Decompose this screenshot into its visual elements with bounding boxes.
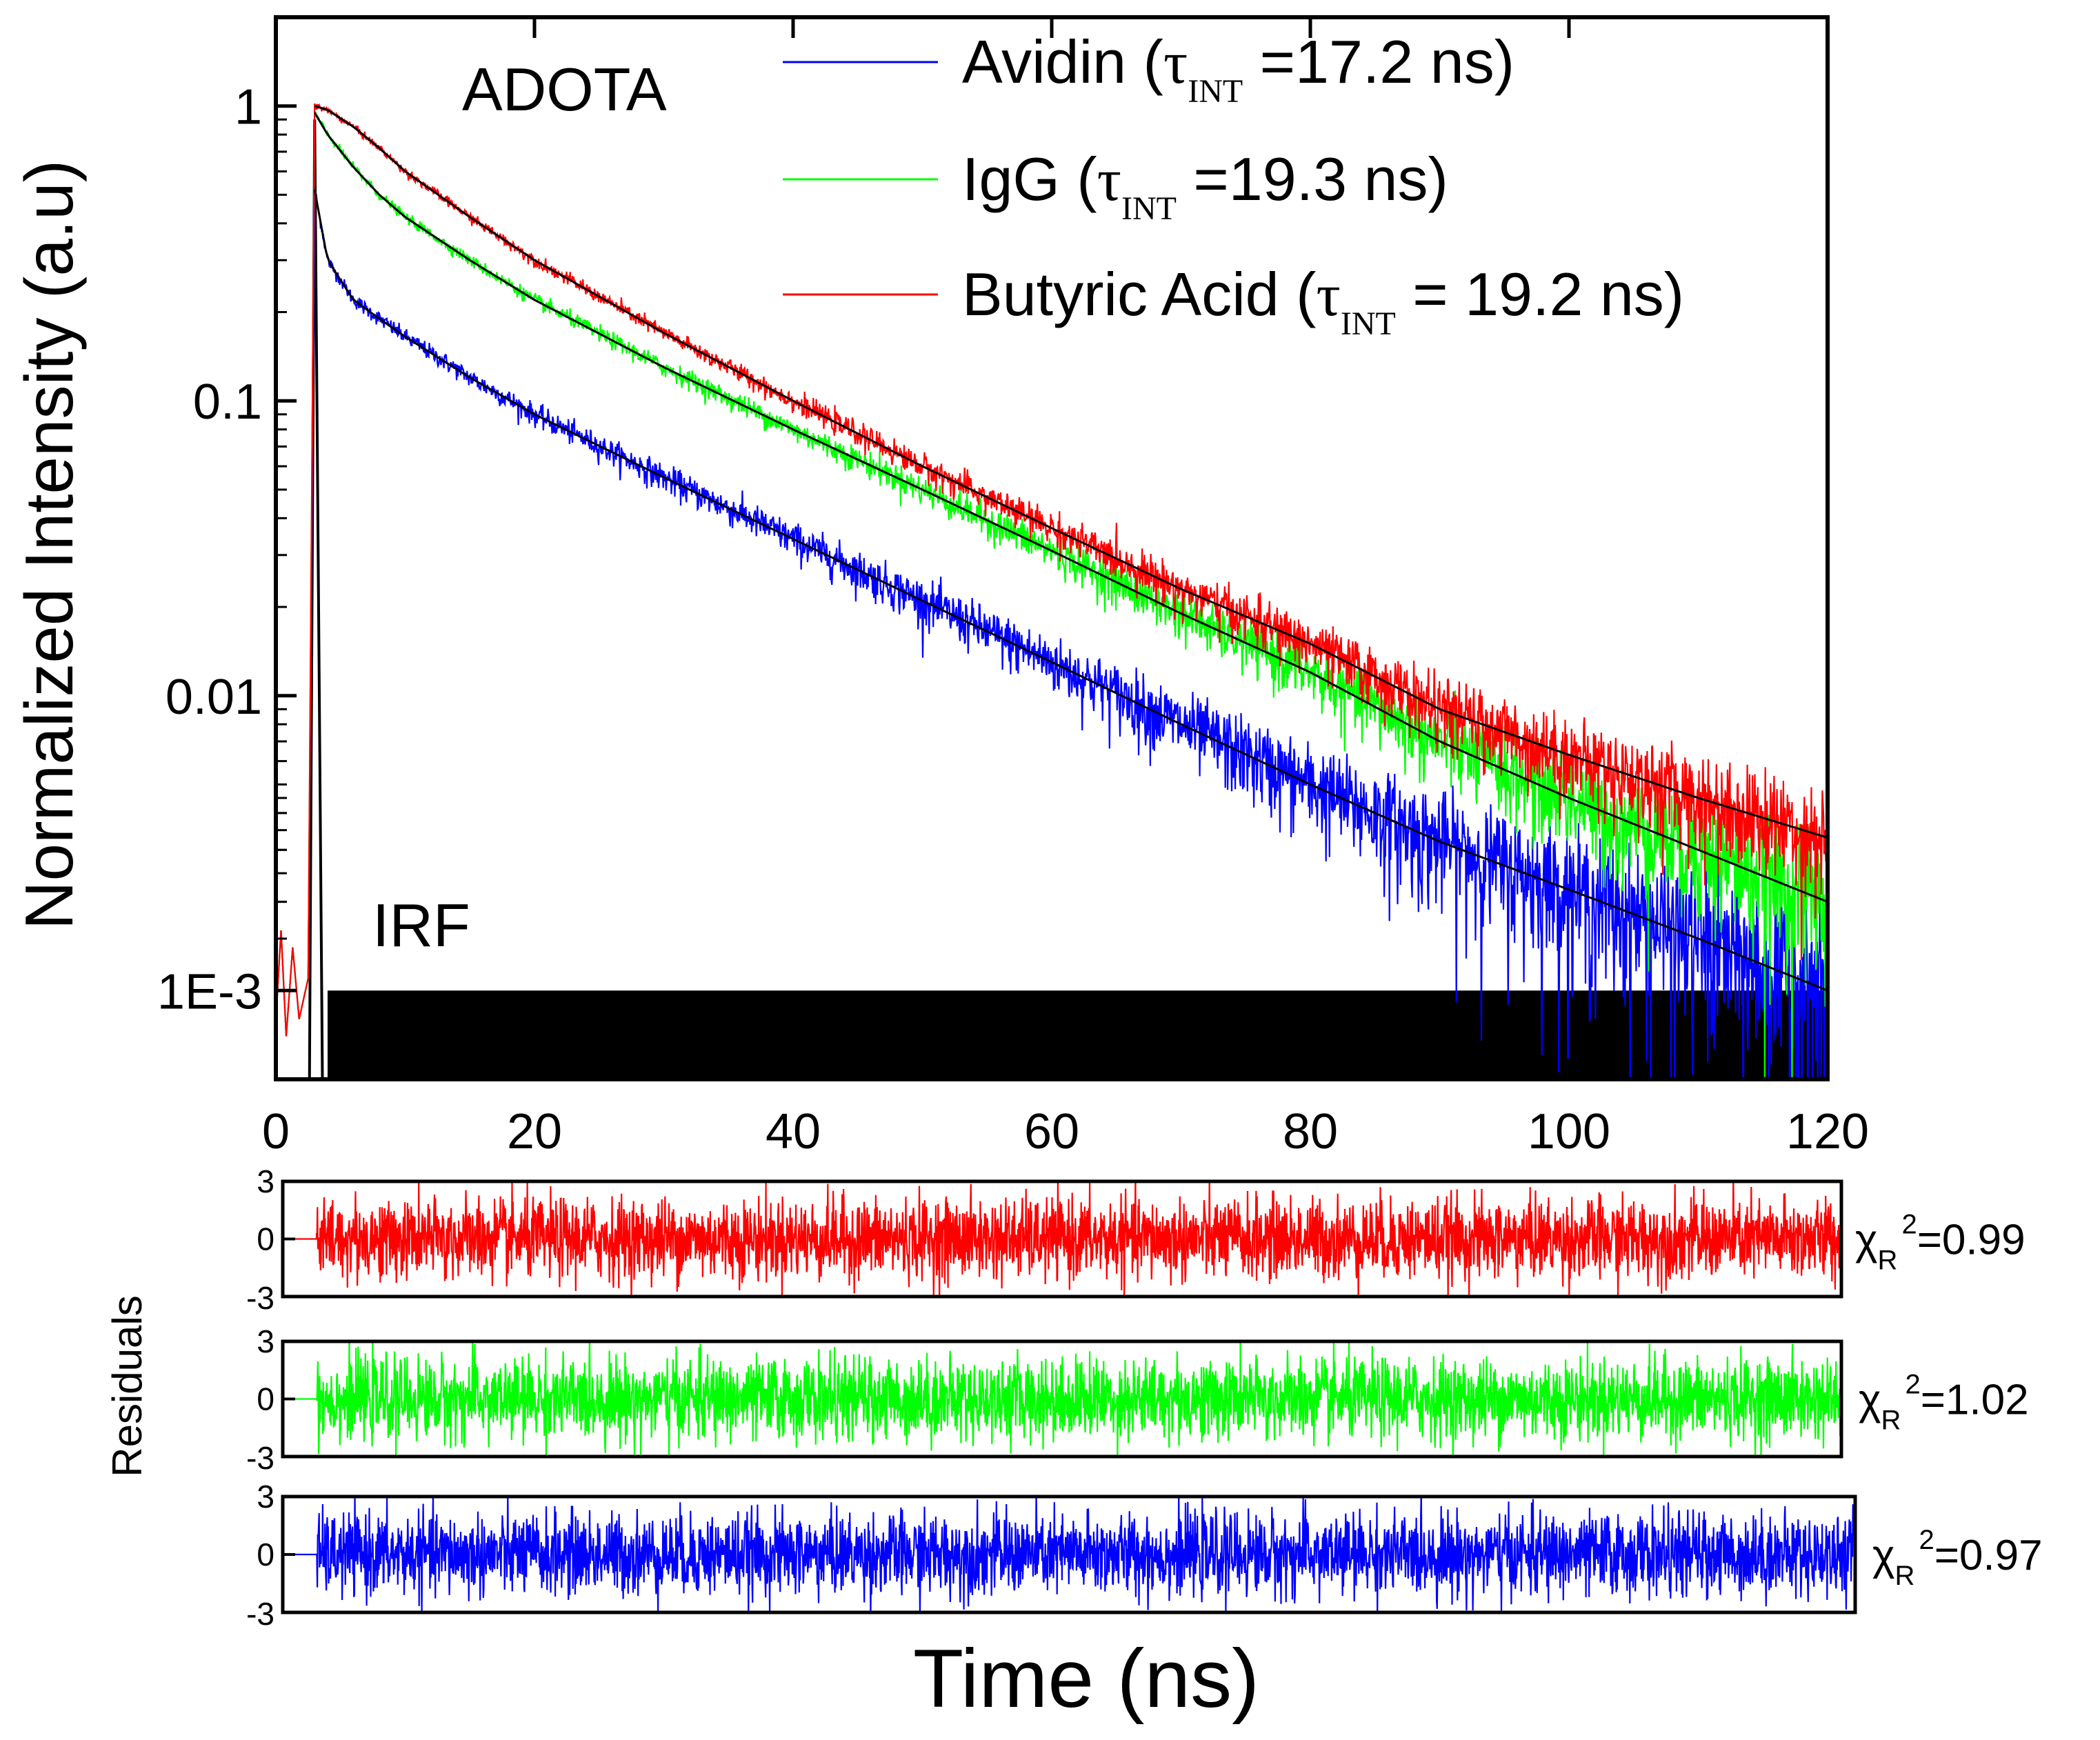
y-tick-label: 0.1	[193, 374, 262, 430]
legend-label-butyric: Butyric Acid (τINT = 19.2 ns)	[962, 260, 1684, 342]
residual-y-tick-label: 3	[257, 1479, 274, 1514]
residual-y-tick-label: 3	[257, 1163, 274, 1199]
y-tick-label: 0.01	[166, 670, 262, 725]
irf-trace	[328, 990, 1828, 1079]
residual-y-tick-label: -3	[246, 1596, 274, 1632]
x-tick-label: 20	[507, 1104, 562, 1159]
sample-label-adota: ADOTA	[462, 55, 667, 123]
residuals-y-axis-label: Residuals	[104, 1295, 150, 1477]
legend: Avidin (τINT =17.2 ns) IgG (τINT =19.3 ns…	[783, 28, 1684, 342]
decay-trace-butyric	[276, 103, 1828, 1037]
y-tick-label: 1E-3	[157, 964, 262, 1019]
chi-squared-butyric: χR2=0.99	[1855, 1210, 2026, 1276]
residual-panel-igg: -3 0 3 χR2=1.02	[246, 1323, 2028, 1476]
fit-line-avidin	[313, 189, 1828, 992]
residual-y-tick-label: 3	[257, 1323, 274, 1359]
residual-y-tick-label: -3	[246, 1280, 274, 1316]
residual-trace-igg	[283, 1341, 1841, 1457]
irf-label: IRF	[372, 891, 470, 959]
x-axis-label: Time (ns)	[913, 1632, 1259, 1725]
decay-y-axis-label: Normalized Intensity (a.u)	[11, 160, 87, 930]
y-tick-label: 1	[234, 80, 262, 135]
decay-axis-ticks: 0 20 40 60 80 100 120 1E-3 0.01 0.1 1	[157, 16, 1869, 1159]
residual-trace-butyric	[283, 1181, 1841, 1297]
x-tick-label: 60	[1024, 1104, 1079, 1159]
residual-y-tick-label: 0	[257, 1221, 274, 1257]
residual-y-tick-label: 0	[257, 1537, 274, 1572]
x-tick-label: 100	[1528, 1104, 1610, 1159]
residuals-plots: -3 0 3 χR2=0.99 -3 0 3 χR2=1.02 -3 0 3 χR2=0.97	[246, 1163, 2042, 1632]
residual-y-tick-label: -3	[246, 1440, 274, 1476]
residual-panel-avidin: -3 0 3 χR2=0.97	[246, 1479, 2042, 1632]
decay-plot-frame	[274, 15, 1830, 1081]
x-tick-label: 80	[1283, 1104, 1338, 1159]
x-tick-label: 0	[262, 1104, 290, 1159]
decay-plot: 0 20 40 60 80 100 120 1E-3 0.01 0.1 1 ADOTA IRF No…	[11, 15, 1869, 1159]
x-tick-label: 120	[1786, 1104, 1869, 1159]
legend-label-igg: IgG (τINT =19.3 ns)	[962, 145, 1448, 227]
fit-line-igg	[313, 112, 1828, 903]
chi-squared-avidin: χR2=0.97	[1872, 1525, 2043, 1591]
residual-y-tick-label: 0	[257, 1381, 274, 1417]
residual-panel-butyric: -3 0 3 χR2=0.99	[246, 1163, 2025, 1316]
decay-trace-avidin	[276, 190, 1828, 1079]
chi-squared-igg: χR2=1.02	[1859, 1370, 2029, 1436]
legend-label-avidin: Avidin (τINT =17.2 ns)	[962, 28, 1514, 110]
fit-line-butyric	[314, 105, 1828, 839]
decay-series-group	[276, 103, 1828, 1079]
x-tick-label: 40	[766, 1104, 821, 1159]
residual-trace-avidin	[283, 1497, 1855, 1612]
